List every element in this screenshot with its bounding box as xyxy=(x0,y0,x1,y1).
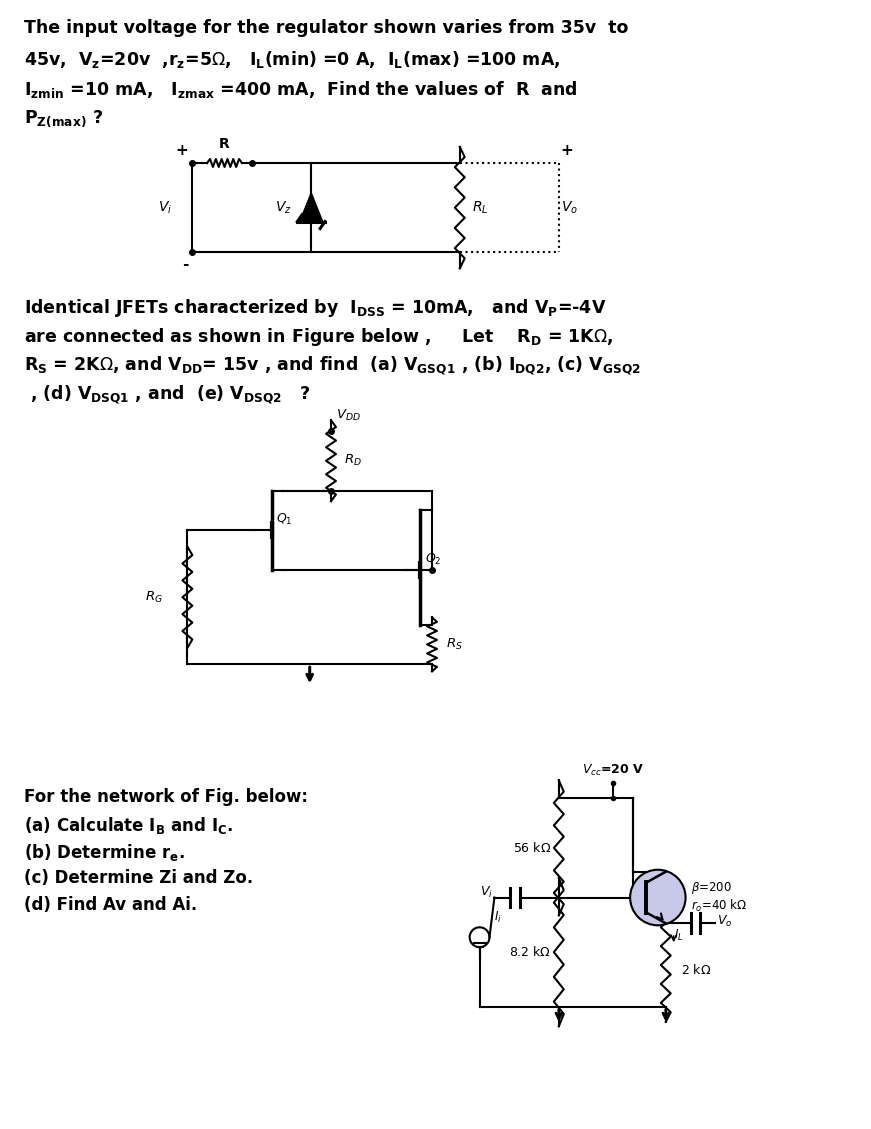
Text: +: + xyxy=(561,143,573,158)
Text: The input voltage for the regulator shown varies from 35v  to: The input voltage for the regulator show… xyxy=(24,19,628,37)
Text: $V_i$: $V_i$ xyxy=(480,885,492,900)
Text: For the network of Fig. below:: For the network of Fig. below: xyxy=(24,788,308,806)
Text: (b) Determine $\bf{r_e}$.: (b) Determine $\bf{r_e}$. xyxy=(24,842,185,863)
Text: $\bf{P_{Z(max)}}$ ?: $\bf{P_{Z(max)}}$ ? xyxy=(24,108,103,129)
Text: 45v,  $\bf{V_z}$=20v  ,$\bf{r_z}$=5$\Omega$,   $\bf{I_L}$(min) =0 A,  $\bf{I_L}$: 45v, $\bf{V_z}$=20v ,$\bf{r_z}$=5$\Omega… xyxy=(24,49,560,70)
Text: (c) Determine Zi and Zo.: (c) Determine Zi and Zo. xyxy=(24,868,253,886)
Text: $V_{cc}$=20 V: $V_{cc}$=20 V xyxy=(582,763,645,778)
Text: (a) Calculate $\bf{I_B}$ and $\bf{I_C}$.: (a) Calculate $\bf{I_B}$ and $\bf{I_C}$. xyxy=(24,815,233,837)
Text: are connected as shown in Figure below ,     Let    $\bf{R_D}$ = 1K$\Omega$,: are connected as shown in Figure below ,… xyxy=(24,326,613,348)
Text: $V_z$: $V_z$ xyxy=(274,200,292,216)
Circle shape xyxy=(630,869,685,926)
Text: R: R xyxy=(219,137,230,151)
Text: +: + xyxy=(176,143,188,158)
Text: 2 k$\Omega$: 2 k$\Omega$ xyxy=(680,963,711,977)
Text: $\beta$=200: $\beta$=200 xyxy=(691,879,732,895)
Text: $R_S$: $R_S$ xyxy=(446,637,463,651)
Text: $I_i$: $I_i$ xyxy=(495,910,503,925)
Text: , (d) $\bf{V_{DSQ1}}$ , and  (e) $\bf{V_{DSQ2}}$   ?: , (d) $\bf{V_{DSQ1}}$ , and (e) $\bf{V_{… xyxy=(24,384,311,405)
Text: $\bf{I_{zmin}}$ =10 mA,   $\bf{I_{zmax}}$ =400 mA,  Find the values of  R  and: $\bf{I_{zmin}}$ =10 mA, $\bf{I_{zmax}}$ … xyxy=(24,79,577,99)
Text: $Q_1$: $Q_1$ xyxy=(275,513,292,527)
Text: $V_o$: $V_o$ xyxy=(718,913,733,929)
Text: $\bf{R_S}$ = 2K$\Omega$, and $\bf{V_{DD}}$= 15v , and find  (a) $\bf{V_{GSQ1}}$ : $\bf{R_S}$ = 2K$\Omega$, and $\bf{V_{DD}… xyxy=(24,355,641,376)
Text: Identical JFETs characterized by  $\bf{I_{DSS}}$ = 10mA,   and $\bf{V_P}$=-4V: Identical JFETs characterized by $\bf{I_… xyxy=(24,297,606,320)
Text: $Q_2$: $Q_2$ xyxy=(425,552,442,567)
Text: -: - xyxy=(182,257,188,272)
Text: $R_L$: $R_L$ xyxy=(472,200,488,216)
Text: $I_L$: $I_L$ xyxy=(673,928,683,943)
Text: 8.2 k$\Omega$: 8.2 k$\Omega$ xyxy=(510,945,550,960)
Text: $V_{DD}$: $V_{DD}$ xyxy=(336,408,361,423)
Polygon shape xyxy=(300,194,322,221)
Text: (d) Find Av and Ai.: (d) Find Av and Ai. xyxy=(24,895,197,913)
Text: 56 k$\Omega$: 56 k$\Omega$ xyxy=(513,841,550,855)
Text: $R_G$: $R_G$ xyxy=(145,589,163,605)
Text: $R_D$: $R_D$ xyxy=(344,453,361,469)
Text: $V_o$: $V_o$ xyxy=(561,200,577,216)
Text: $V_i$: $V_i$ xyxy=(159,200,172,216)
Text: $r_o$=40 k$\Omega$: $r_o$=40 k$\Omega$ xyxy=(691,898,746,913)
